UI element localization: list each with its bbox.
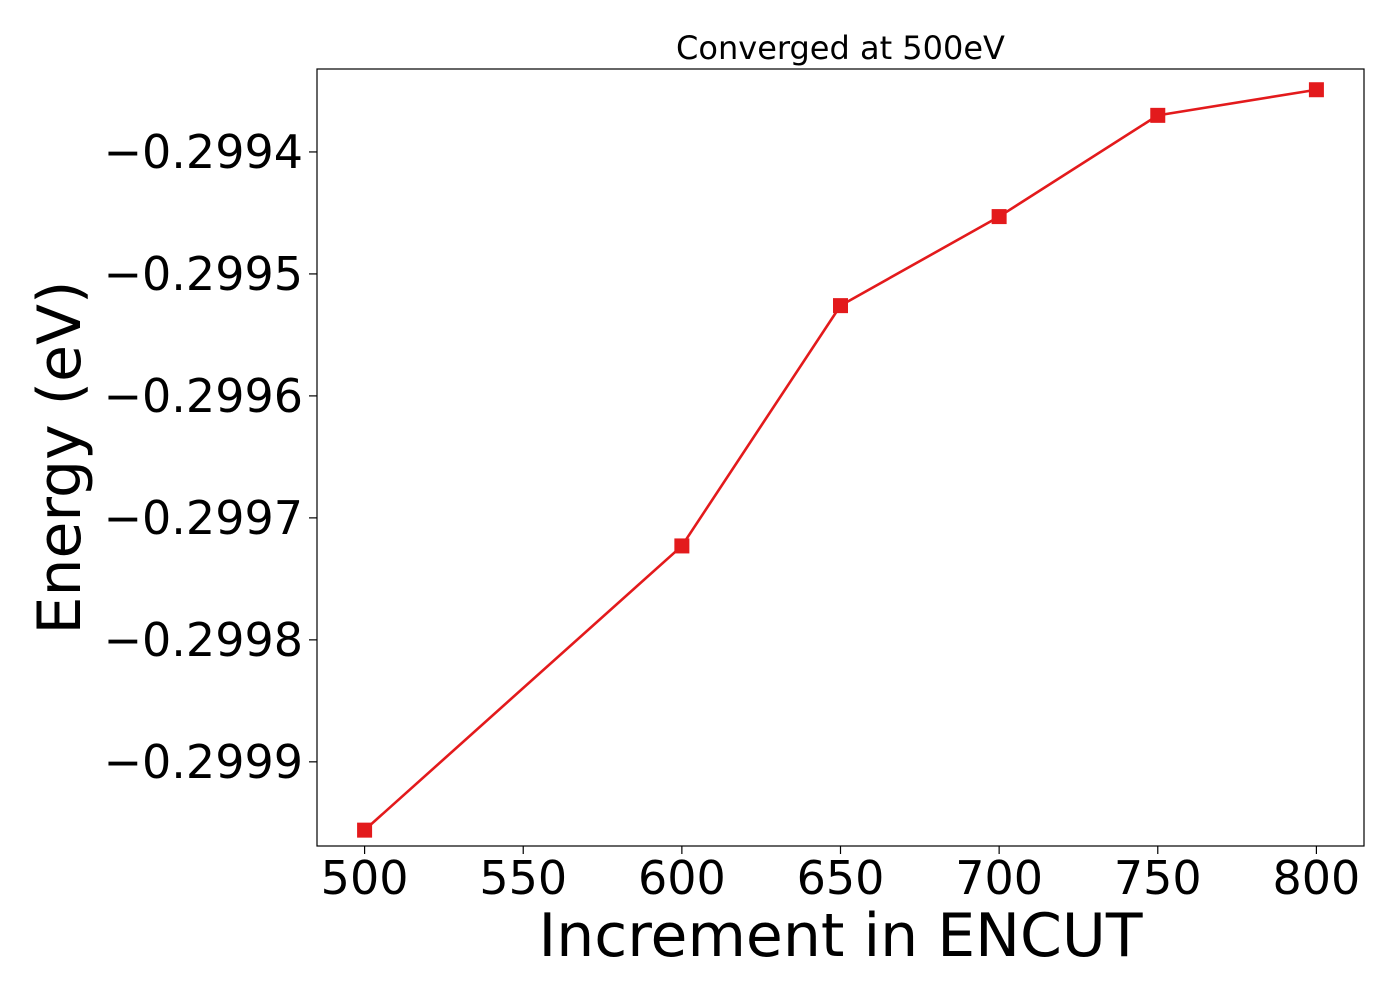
data-point-marker [1308,82,1324,98]
x-tick-label: 550 [479,851,567,905]
x-axis-ticks: 500 550 600 650 700 750 800 [321,846,1361,905]
y-tick-label: −0.2994 [104,125,304,179]
x-tick-label: 500 [321,851,409,905]
series-layer [357,82,1324,838]
data-point-marker [674,538,690,554]
y-tick-label: −0.2998 [104,613,304,667]
x-tick-label: 700 [955,851,1043,905]
data-point-marker [833,298,848,314]
y-axis-label: Energy (eV) [25,281,95,635]
x-tick-label: 750 [1114,851,1202,905]
y-tick-label: −0.2997 [104,491,304,545]
chart-title: Converged at 500eV [676,29,1005,67]
x-axis-label: Increment in ENCUT [539,901,1143,971]
data-point-marker [357,822,373,838]
x-tick-label: 800 [1273,851,1361,905]
y-tick-label: −0.2999 [104,735,304,789]
x-tick-label: 650 [797,851,885,905]
x-tick-label: 600 [638,851,726,905]
y-axis-ticks: −0.2999 −0.2998 −0.2997 −0.2996 −0.2995 −0.29… [104,125,317,789]
y-tick-label: −0.2995 [104,247,304,301]
series-line [363,88,1317,832]
plot-area-frame [316,68,1365,847]
y-tick-label: −0.2996 [104,369,304,423]
data-point-marker [1150,107,1166,123]
data-point-marker [991,209,1007,225]
